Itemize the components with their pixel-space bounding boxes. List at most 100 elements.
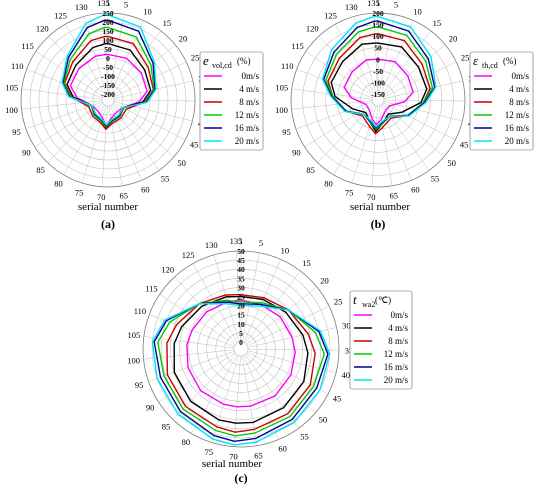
grid-spoke [333, 105, 376, 175]
grid-spoke [113, 99, 195, 102]
radial-tick-label: -200 [101, 90, 115, 99]
angular-tick-label: 5 [394, 0, 398, 10]
angular-tick-label: 130 [75, 2, 88, 12]
grid-spoke [295, 101, 373, 130]
grid-spoke [101, 105, 108, 187]
angular-tick-label: 40 [342, 370, 351, 380]
grid-spoke [148, 351, 235, 382]
angular-tick-label: 25 [334, 297, 343, 307]
radial-tick-label: 50 [237, 247, 245, 256]
grid-spoke [304, 103, 374, 148]
grid-spoke [213, 254, 240, 343]
angular-tick-label: 25 [461, 52, 470, 62]
grid-spoke [113, 102, 186, 141]
angular-tick-label: 45 [333, 394, 342, 404]
angular-tick-label: 10 [281, 245, 290, 255]
series-line [61, 14, 157, 126]
radial-tick-label: 5 [239, 329, 243, 338]
series-line [151, 302, 331, 446]
grid-spoke [241, 355, 258, 446]
angular-tick-label: 80 [182, 437, 191, 447]
angular-tick-label: 135 [367, 0, 380, 8]
grid-spoke [318, 35, 375, 96]
legend-title-sub: wa2 [362, 300, 375, 309]
series-line [330, 42, 428, 133]
angular-tick-label: 10 [413, 6, 422, 16]
angular-tick-label: 125 [54, 10, 67, 20]
grid-spoke [63, 105, 106, 175]
angular-tick-label: 135 [230, 236, 243, 246]
angular-tick-label: 20 [320, 276, 329, 286]
series-line [321, 15, 437, 128]
grid-spoke [143, 336, 235, 349]
angular-tick-label: 130 [345, 2, 358, 12]
angular-tick-label: 60 [278, 444, 287, 454]
angular-tick-label: 35 [345, 345, 354, 355]
radial-tick-label: 40 [237, 265, 245, 274]
grid-spoke [383, 101, 463, 122]
grid-spoke [112, 44, 176, 97]
grid-spoke [48, 35, 105, 96]
radial-tick-label: -150 [371, 90, 385, 99]
angular-tick-label: 105 [5, 83, 18, 93]
legend-entry: 8 m/s [388, 336, 408, 346]
angular-tick-label: 1 [239, 236, 243, 246]
angular-tick-label: 70 [367, 192, 376, 202]
grid-spoke [382, 44, 446, 97]
series-line [173, 295, 309, 424]
grid-spoke [21, 88, 103, 100]
angular-tick-label: 90 [146, 402, 155, 412]
radial-tick-label: -50 [103, 63, 113, 72]
radial-tick-label: 200 [102, 18, 114, 27]
legend-entry: 4 m/s [239, 84, 259, 94]
grid-spoke [378, 14, 395, 95]
legend: ε th,cd (%) 0m/s 4 m/s 8 m/s 12 m/s 16 m/s 20 m/… [469, 51, 534, 151]
angular-tick-label: 70 [97, 192, 106, 202]
grid-spoke [305, 51, 374, 97]
legend: t wa2 (℃) 0m/s 4 m/s 8 m/s 12 m/s 16 m/s 20 m/s [349, 290, 413, 390]
legend-title: t [353, 292, 357, 307]
radial-tick-label: 150 [372, 21, 384, 30]
legend-entry: 20 m/s [384, 375, 409, 385]
legend-entry: 8 m/s [509, 97, 529, 107]
grid-spoke [383, 102, 456, 141]
grid-spoke [371, 105, 378, 187]
legend-entry: 0m/s [390, 310, 408, 320]
legend-title-sub: vol,cd [212, 61, 232, 70]
radial-tick-label: 0 [106, 54, 110, 63]
panel-label: (a) [101, 217, 115, 231]
radial-tick-label: 250 [102, 9, 114, 18]
grid-spoke [158, 352, 236, 403]
radial-tick-label: 50 [104, 45, 112, 54]
angular-tick-label: 85 [162, 422, 171, 432]
grid-spoke [83, 16, 107, 95]
grid-spoke [381, 30, 431, 96]
angular-tick-label: 85 [306, 165, 315, 175]
legend-title-unit: (%) [503, 56, 517, 66]
legend: e vol,cd (%) 0m/s 4 m/s 8 m/s 12 m/s 16 m/s 20 m… [199, 51, 264, 151]
legend-entry: 20 m/s [505, 136, 530, 146]
angular-tick-label: 110 [134, 306, 146, 316]
legend-title-unit: (℃) [375, 295, 391, 305]
legend-title-unit: (%) [237, 56, 251, 66]
radial-tick-label: 200 [372, 9, 384, 18]
grid-spoke [21, 100, 103, 110]
angular-tick-label: 135 [97, 0, 110, 8]
angular-tick-label: 60 [141, 185, 150, 195]
legend-title: ε [473, 53, 479, 68]
angular-tick-label: 45 [190, 140, 199, 150]
grid-spoke [112, 103, 175, 157]
legend-entry: 20 m/s [235, 136, 260, 146]
angular-tick-label: 100 [127, 355, 140, 365]
angular-tick-label: 100 [5, 105, 18, 115]
radial-tick-label: -100 [371, 78, 385, 87]
legend-entry: 12 m/s [505, 110, 530, 120]
legend-title: e [203, 53, 209, 68]
angular-tick-label: 110 [281, 61, 293, 71]
radial-tick-label: 25 [237, 293, 245, 302]
series-line [166, 294, 316, 433]
series-line [327, 33, 431, 135]
angular-tick-label: 110 [11, 61, 23, 71]
radial-tick-label: 50 [374, 44, 382, 53]
